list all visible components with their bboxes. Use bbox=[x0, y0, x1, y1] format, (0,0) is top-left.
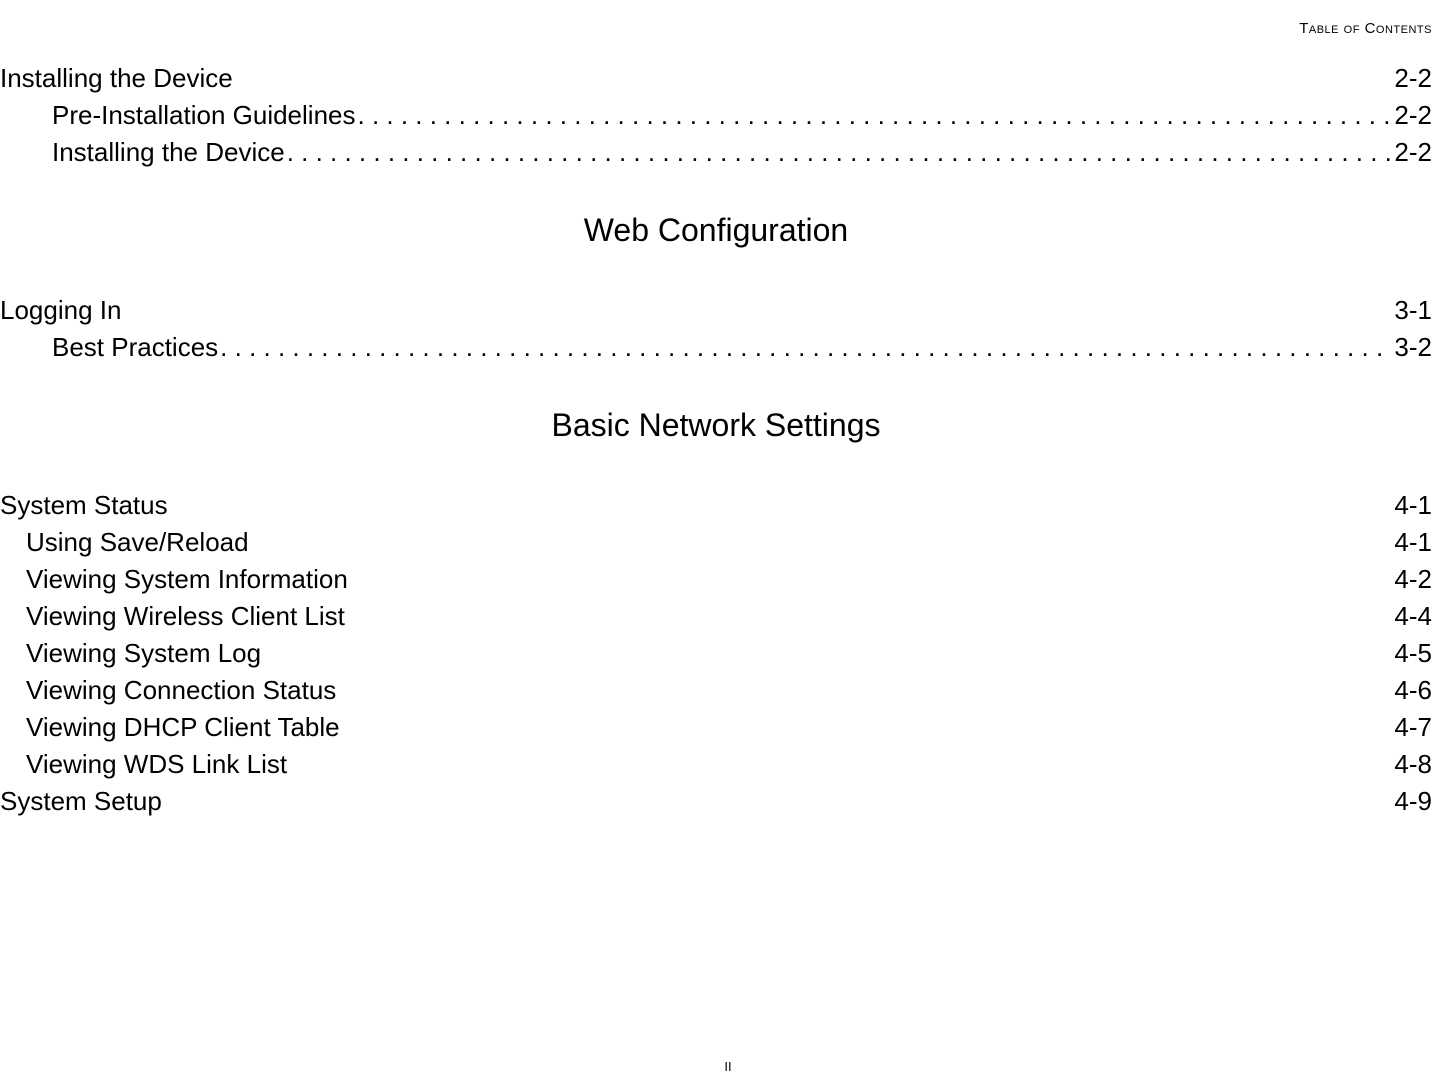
toc-entry-best-practices: Best Practices 3-2 bbox=[0, 332, 1432, 363]
entry-title: Viewing Wireless Client List bbox=[26, 601, 345, 632]
entry-page: 4-5 bbox=[1394, 638, 1432, 669]
toc-entry-using-save-reload: Using Save/Reload 4-1 bbox=[0, 527, 1432, 558]
toc-chapter-logging-in: Logging In 3-1 bbox=[0, 295, 1432, 326]
running-header: Table of Contents bbox=[0, 20, 1446, 37]
chapter-page: 4-9 bbox=[1394, 786, 1432, 817]
toc-entry-viewing-connection-status: Viewing Connection Status 4-6 bbox=[0, 675, 1432, 706]
toc-entry-viewing-wireless-client-list: Viewing Wireless Client List 4-4 bbox=[0, 601, 1432, 632]
chapter-page: 2-2 bbox=[1394, 63, 1432, 94]
toc-entry-viewing-system-information: Viewing System Information 4-2 bbox=[0, 564, 1432, 595]
toc-entry-viewing-wds-link-list: Viewing WDS Link List 4-8 bbox=[0, 749, 1432, 780]
entry-page: 4-7 bbox=[1394, 712, 1432, 743]
page-number-footer: II bbox=[0, 1059, 1456, 1074]
leader-dots bbox=[358, 100, 1393, 131]
entry-page: 4-4 bbox=[1394, 601, 1432, 632]
entry-page: 4-8 bbox=[1394, 749, 1432, 780]
entry-title: Best Practices bbox=[52, 332, 218, 363]
chapter-title: Logging In bbox=[0, 295, 121, 326]
toc-entry-installing-device: Installing the Device 2-2 bbox=[0, 137, 1432, 168]
leader-dots bbox=[220, 332, 1392, 363]
toc-chapter-installing-device: Installing the Device 2-2 bbox=[0, 63, 1432, 94]
entry-page: 4-1 bbox=[1394, 527, 1432, 558]
chapter-title: System Status bbox=[0, 490, 168, 521]
entry-title: Viewing Connection Status bbox=[26, 675, 336, 706]
entry-page: 2-2 bbox=[1394, 100, 1432, 131]
toc-chapter-system-setup: System Setup 4-9 bbox=[0, 786, 1432, 817]
toc-entry-viewing-system-log: Viewing System Log 4-5 bbox=[0, 638, 1432, 669]
entry-title: Using Save/Reload bbox=[26, 527, 249, 558]
toc-entry-viewing-dhcp-client-table: Viewing DHCP Client Table 4-7 bbox=[0, 712, 1432, 743]
entry-page: 3-2 bbox=[1394, 332, 1432, 363]
section-heading-web-configuration: Web Configuration bbox=[0, 212, 1432, 249]
toc-page: Table of Contents Installing the Device … bbox=[0, 0, 1456, 1090]
chapter-page: 4-1 bbox=[1394, 490, 1432, 521]
chapter-title: System Setup bbox=[0, 786, 162, 817]
chapter-page: 3-1 bbox=[1394, 295, 1432, 326]
entry-page: 4-2 bbox=[1394, 564, 1432, 595]
entry-page: 4-6 bbox=[1394, 675, 1432, 706]
chapter-title: Installing the Device bbox=[0, 63, 233, 94]
toc-body: Installing the Device 2-2 Pre-Installati… bbox=[0, 63, 1446, 817]
toc-entry-pre-installation-guidelines: Pre-Installation Guidelines 2-2 bbox=[0, 100, 1432, 131]
entry-title: Viewing WDS Link List bbox=[26, 749, 287, 780]
entry-title: Viewing System Log bbox=[26, 638, 261, 669]
entry-title: Viewing System Information bbox=[26, 564, 348, 595]
leader-dots bbox=[287, 137, 1393, 168]
toc-chapter-system-status: System Status 4-1 bbox=[0, 490, 1432, 521]
entry-title: Installing the Device bbox=[52, 137, 285, 168]
entry-title: Pre-Installation Guidelines bbox=[52, 100, 356, 131]
entry-page: 2-2 bbox=[1394, 137, 1432, 168]
entry-title: Viewing DHCP Client Table bbox=[26, 712, 340, 743]
section-heading-basic-network-settings: Basic Network Settings bbox=[0, 407, 1432, 444]
